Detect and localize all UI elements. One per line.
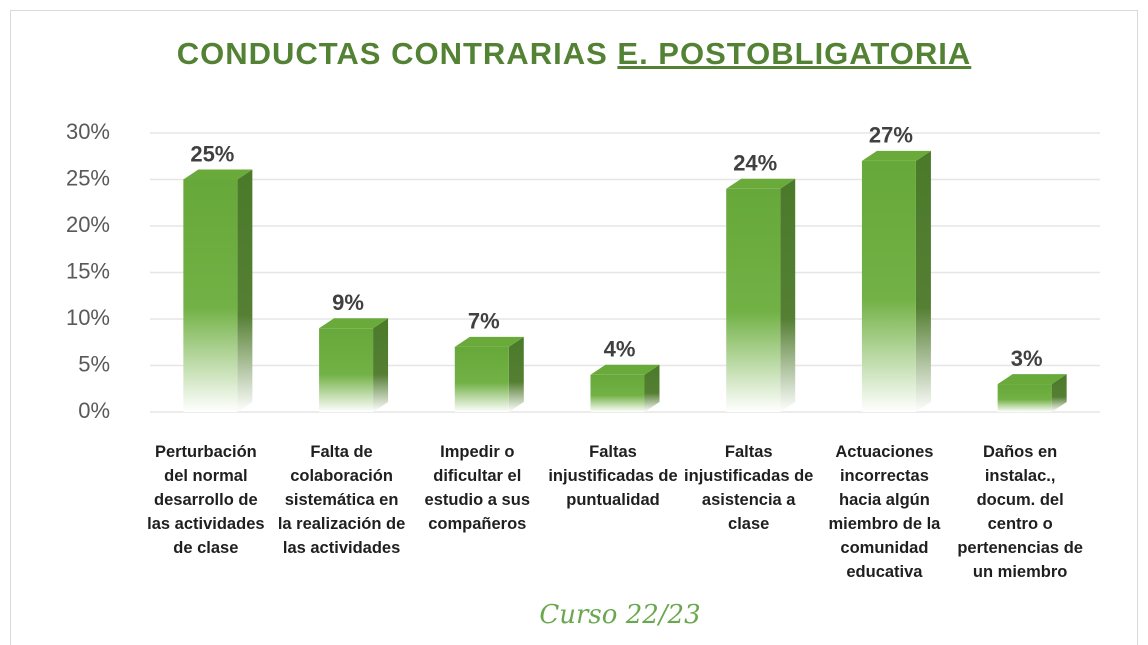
- x-tick-label: Daños en instalac., docum. del centro o …: [957, 443, 1083, 581]
- bar-top: [454, 336, 524, 347]
- chart-frame: [10, 10, 1138, 645]
- title-text: CONDUCTAS CONTRARIAS: [176, 36, 608, 71]
- bar: [183, 179, 238, 412]
- data-label: 3%: [1011, 346, 1043, 371]
- bar-top: [997, 374, 1067, 385]
- x-tick-label: Impedir o dificultar el estudio a sus co…: [424, 443, 530, 533]
- x-tick-label: Faltas injustificadas de asistencia a cl…: [684, 443, 814, 533]
- bar-side: [237, 169, 253, 412]
- bar: [861, 160, 916, 412]
- x-tick-label: Actuaciones incorrectas hacia algún miem…: [828, 443, 941, 581]
- data-label: 25%: [190, 141, 234, 166]
- bar-side: [508, 336, 524, 412]
- title-underlined: E. POSTOBLIGATORIA: [617, 36, 972, 71]
- bar: [319, 328, 374, 412]
- y-tick-label: 0%: [78, 398, 110, 423]
- bar-side: [644, 364, 660, 412]
- annotation: Curso 22/23: [539, 600, 701, 630]
- bar: [726, 188, 781, 412]
- bar: [590, 374, 645, 412]
- bar-top: [861, 150, 931, 161]
- chart-title: CONDUCTAS CONTRARIAS E. POSTOBLIGATORIA: [0, 36, 1148, 72]
- y-tick-label: 30%: [66, 119, 110, 144]
- bar: [454, 346, 509, 412]
- bar-top: [183, 169, 253, 180]
- x-tick-label: Faltas injustificadas de puntualidad: [548, 443, 678, 509]
- bar-top: [590, 364, 660, 375]
- data-label: 27%: [869, 123, 913, 148]
- y-tick-label: 5%: [78, 351, 110, 376]
- x-tick-label: Falta de colaboración sistemática en la …: [277, 443, 406, 557]
- bar-side: [780, 178, 796, 412]
- bar-side: [915, 150, 931, 412]
- data-label: 9%: [332, 290, 364, 315]
- x-tick-label: Perturbación del normal desarrollo de la…: [147, 443, 265, 557]
- bar-top: [319, 318, 389, 329]
- y-tick-label: 10%: [66, 305, 110, 330]
- data-label: 7%: [468, 309, 500, 334]
- bar-top: [726, 178, 796, 189]
- bar-side: [373, 318, 389, 412]
- bar: [997, 384, 1052, 412]
- data-label: 4%: [604, 337, 636, 362]
- y-tick-label: 25%: [66, 165, 110, 190]
- y-tick-label: 20%: [66, 212, 110, 237]
- y-tick-label: 15%: [66, 258, 110, 283]
- bar-side: [1051, 374, 1067, 412]
- data-label: 24%: [733, 151, 777, 176]
